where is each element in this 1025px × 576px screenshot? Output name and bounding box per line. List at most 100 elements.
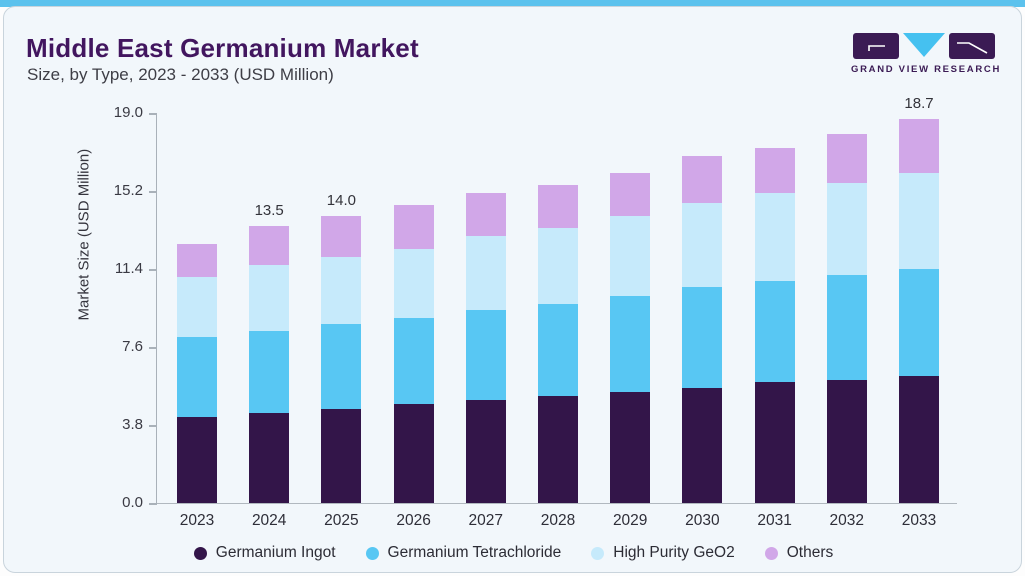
bar-segment xyxy=(321,215,362,257)
bar-total-label: 14.0 xyxy=(326,191,356,209)
bar-segment xyxy=(610,172,651,216)
y-tick-label: 0.0 xyxy=(122,494,143,511)
bar-segment xyxy=(682,388,723,503)
x-axis-label: 2026 xyxy=(396,512,431,529)
y-tick-label: 7.6 xyxy=(122,338,143,355)
brand-logo: GRAND VIEW RESEARCH xyxy=(851,33,1002,75)
bar-segment xyxy=(465,193,506,237)
bar-segment xyxy=(610,392,651,503)
bar-segment xyxy=(465,310,506,401)
bar-total-label: 13.5 xyxy=(254,201,284,219)
legend-label: Others xyxy=(786,544,834,561)
bar-segment xyxy=(321,256,362,325)
x-axis-label: 2033 xyxy=(901,512,937,529)
bar-2025 xyxy=(321,215,362,503)
logo-v-icon xyxy=(902,33,945,57)
bar-segment xyxy=(682,156,723,204)
y-axis-tick: 19.0 xyxy=(97,105,157,121)
bar-segment xyxy=(754,381,795,503)
bar-2029 xyxy=(610,172,651,503)
y-axis-tick: 3.8 xyxy=(97,417,157,433)
y-tick-mark xyxy=(149,191,157,193)
bar-segment xyxy=(321,324,362,409)
chart-legend: Germanium Ingot Germanium Tetrachloride Hi… xyxy=(4,544,1023,562)
bar-segment xyxy=(465,236,506,311)
y-axis-tick: 11.4 xyxy=(97,261,157,277)
bar-2028 xyxy=(538,184,578,503)
y-tick-mark xyxy=(149,113,157,115)
y-axis-tick: 15.2 xyxy=(97,183,157,199)
y-tick-label: 15.2 xyxy=(113,182,143,199)
y-tick-label: 19.0 xyxy=(113,104,143,121)
brand-logo-icon xyxy=(852,33,995,59)
bar-segment xyxy=(754,281,795,382)
bar-segment xyxy=(826,379,867,503)
bar-segment xyxy=(538,227,578,304)
legend-label: Germanium Ingot xyxy=(215,544,336,561)
y-tick-mark xyxy=(149,269,157,271)
legend-label: Germanium Tetrachloride xyxy=(387,544,562,561)
bar-segment xyxy=(393,318,434,405)
y-tick-mark xyxy=(149,425,157,427)
bar-segment xyxy=(249,412,290,503)
bar-2023 xyxy=(177,244,217,503)
legend-dot-icon xyxy=(764,546,778,560)
bar-segment xyxy=(899,375,939,503)
x-axis-label: 2030 xyxy=(685,512,720,529)
bar-segment xyxy=(899,119,939,173)
bar-segment xyxy=(177,416,217,503)
bar-segment xyxy=(177,244,217,278)
legend-item: Germanium Tetrachloride xyxy=(365,544,562,562)
bar-segment xyxy=(177,277,217,337)
y-axis-title: Market Size (USD Million) xyxy=(75,148,93,321)
bar-segment xyxy=(826,275,867,380)
y-tick-label: 11.4 xyxy=(114,260,143,277)
page-subtitle: Size, by Type, 2023 - 2033 (USD Million) xyxy=(27,65,334,84)
legend-dot-icon xyxy=(365,546,379,560)
bar-segment xyxy=(754,193,795,282)
bar-total-label: 18.7 xyxy=(904,95,934,113)
logo-r-icon xyxy=(948,33,995,59)
bar-segment xyxy=(682,287,723,389)
x-axis-label: 2025 xyxy=(324,512,359,529)
x-axis-label: 2029 xyxy=(612,512,648,529)
bar-segment xyxy=(538,396,578,503)
bar-2032 xyxy=(826,133,867,503)
x-axis-label: 2027 xyxy=(468,512,504,529)
bar-segment xyxy=(754,147,795,194)
bar-segment xyxy=(249,264,290,331)
bar-segment xyxy=(610,215,651,296)
plot-area: 0.0 3.8 7.6 11.4 15.2 19.0 2023 13.5 2024 14.0 202… xyxy=(114,95,957,529)
bar-segment xyxy=(538,184,578,228)
legend-dot-icon xyxy=(591,546,605,560)
bar-segment xyxy=(393,248,434,319)
x-axis-label: 2024 xyxy=(251,512,287,529)
bar-segment xyxy=(538,303,578,397)
bar-segment xyxy=(177,336,217,417)
y-tick-mark xyxy=(149,503,157,505)
legend-item: Others xyxy=(764,544,834,562)
bar-2031 xyxy=(754,147,795,503)
bar-segment xyxy=(393,404,434,503)
brand-name: GRAND VIEW RESEARCH xyxy=(851,64,1002,75)
x-axis-label: 2031 xyxy=(757,512,792,529)
bar-segment xyxy=(393,205,434,249)
chart-card: Middle East Germanium Market Size, by Ty… xyxy=(3,6,1022,573)
bar-2030 xyxy=(682,156,723,503)
bar-segment xyxy=(826,182,867,276)
y-tick-label: 3.8 xyxy=(122,416,143,433)
top-accent-bar xyxy=(0,0,1025,7)
legend-dot-icon xyxy=(193,546,207,560)
legend-item: Germanium Ingot xyxy=(193,544,336,562)
bar-segment xyxy=(249,330,290,413)
bar-segment xyxy=(682,203,723,288)
bar-segment xyxy=(249,225,290,265)
page-title: Middle East Germanium Market xyxy=(26,33,419,63)
y-axis-tick: 7.6 xyxy=(97,339,157,355)
bar-segment xyxy=(899,269,939,376)
bar-segment xyxy=(465,400,506,503)
bar-2024 xyxy=(249,225,290,503)
bar-segment xyxy=(610,295,651,393)
bar-segment xyxy=(899,172,939,270)
y-tick-mark xyxy=(149,347,157,349)
